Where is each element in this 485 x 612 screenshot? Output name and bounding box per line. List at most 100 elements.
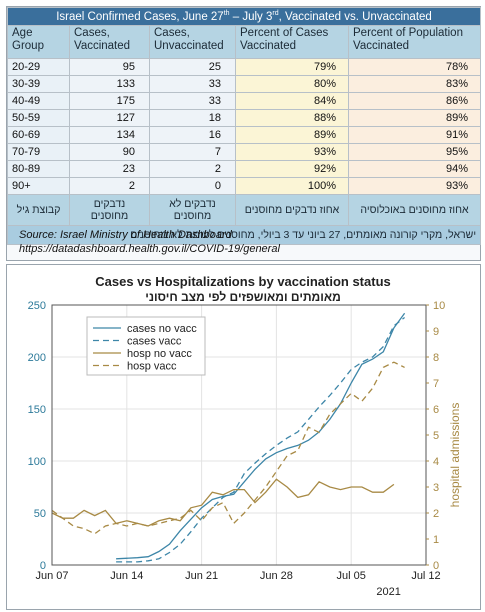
table-row: 30-39 133 33 80% 83% xyxy=(7,75,482,93)
table-cell: 89% xyxy=(235,126,349,144)
table-cell: 92% xyxy=(235,160,349,178)
x-tick-label: Jul 12 xyxy=(411,570,440,582)
column-header: Age Group xyxy=(7,25,70,59)
table-cell: 134 xyxy=(69,126,150,144)
y2-axis-label: hospital admissions xyxy=(448,403,462,508)
table-header-row: Age Group Cases, Vaccinated Cases, Unvacci… xyxy=(7,25,482,59)
table-row: 80-89 23 2 92% 94% xyxy=(7,160,482,178)
table-cell: 78% xyxy=(347,58,482,76)
series-line-hosp-no-vacc xyxy=(51,478,395,527)
legend-label: hosp vacc xyxy=(127,361,177,373)
table-cell: 18 xyxy=(149,109,236,127)
legend-label: hosp no vacc xyxy=(127,348,192,360)
x-tick-label: Jun 07 xyxy=(35,570,68,582)
table-row: 40-49 175 33 84% 86% xyxy=(7,92,482,110)
table-cell: 84% xyxy=(235,92,349,110)
source-line: Source: Israel Ministry of Health Dashbo… xyxy=(19,229,232,241)
y2-tick-label: 0 xyxy=(433,560,439,572)
table-cell: 7 xyxy=(149,143,236,161)
x-tick-label: Jun 28 xyxy=(260,570,293,582)
x-tick-label: Jul 05 xyxy=(337,570,366,582)
y2-tick-label: 9 xyxy=(433,326,439,338)
series-line-cases-vacc xyxy=(116,316,405,563)
hebrew-header-row: קבוצת גיל נדבקים מחוסנים נדבקים לא מחוסנים… xyxy=(7,194,482,226)
hebrew-note: ישראל, מקרי קורונה מאומתים, 27 ביוני עד … xyxy=(6,225,482,245)
table-cell: 25 xyxy=(149,58,236,76)
table-cell: 20-29 xyxy=(7,58,70,76)
chart-svg: Cases vs Hospitalizations by vaccination… xyxy=(28,274,462,598)
table-cell: 83% xyxy=(347,75,482,93)
y-tick-label: 50 xyxy=(34,508,46,520)
hebrew-column-header: אחוז מחוסנים באוכלוסיה xyxy=(347,194,482,226)
table-cell: 60-69 xyxy=(7,126,70,144)
column-header: Cases, Unvaccinated xyxy=(149,25,236,59)
column-header: Percent of Cases Vaccinated xyxy=(235,25,349,59)
vaccination-table: Israel Confirmed Cases, June 27th – July… xyxy=(6,7,482,245)
x-year-label: 2021 xyxy=(376,586,400,598)
series-line-hosp-vacc xyxy=(51,361,405,535)
table-cell: 2 xyxy=(69,177,150,195)
table-row: 20-29 95 25 79% 78% xyxy=(7,58,482,76)
chart-panel: Cases vs Hospitalizations by vaccination… xyxy=(6,264,481,610)
x-tick-label: Jun 14 xyxy=(110,570,143,582)
table-cell: 80% xyxy=(235,75,349,93)
table-cell: 93% xyxy=(235,143,349,161)
table-cell: 95 xyxy=(69,58,150,76)
y-tick-label: 200 xyxy=(28,352,46,364)
table-row: 50-59 127 18 88% 89% xyxy=(7,109,482,127)
column-header: Cases, Vaccinated xyxy=(69,25,150,59)
x-tick-label: Jun 21 xyxy=(185,570,218,582)
table-cell: 33 xyxy=(149,75,236,93)
column-header: Percent of Population Vaccinated xyxy=(347,25,482,59)
hebrew-column-header: נדבקים לא מחוסנים xyxy=(149,194,236,226)
table-row: 70-79 90 7 93% 95% xyxy=(7,143,482,161)
table-cell: 90 xyxy=(69,143,150,161)
y-tick-label: 150 xyxy=(28,404,46,416)
source-text: Source: Israel Ministry of Health Dashbo… xyxy=(19,228,280,256)
hebrew-column-header: נדבקים מחוסנים xyxy=(69,194,150,226)
table-cell: 133 xyxy=(69,75,150,93)
table-cell: 175 xyxy=(69,92,150,110)
y-tick-label: 250 xyxy=(28,300,46,312)
table-cell: 0 xyxy=(149,177,236,195)
table-cell: 94% xyxy=(347,160,482,178)
table-cell: 127 xyxy=(69,109,150,127)
table-cell: 80-89 xyxy=(7,160,70,178)
table-cell: 33 xyxy=(149,92,236,110)
source-url: https://datadashboard.health.gov.il/COVI… xyxy=(19,243,280,255)
table-cell: 93% xyxy=(347,177,482,195)
table-cell: 90+ xyxy=(7,177,70,195)
vaccination-table-panel: Israel Confirmed Cases, June 27th – July… xyxy=(6,6,482,261)
y2-tick-label: 1 xyxy=(433,534,439,546)
table-cell: 100% xyxy=(235,177,349,195)
y2-tick-label: 2 xyxy=(433,508,439,520)
y2-tick-label: 3 xyxy=(433,482,439,494)
axis-ticks: Jun 07 Jun 14 Jun 21 Jun 28 Jul 05 Jul 120501… xyxy=(28,300,446,582)
table-cell: 16 xyxy=(149,126,236,144)
table-cell: 2 xyxy=(149,160,236,178)
chart-title: Cases vs Hospitalizations by vaccination… xyxy=(95,274,391,289)
y2-tick-label: 10 xyxy=(433,300,445,312)
y2-tick-label: 4 xyxy=(433,456,439,468)
table-row: 90+ 2 0 100% 93% xyxy=(7,177,482,195)
table-cell: 23 xyxy=(69,160,150,178)
table-body: 20-29 95 25 79% 78% 30-39 133 33 80% 83% 40-49 175 3… xyxy=(7,58,482,195)
y2-tick-label: 5 xyxy=(433,430,439,442)
table-cell: 86% xyxy=(347,92,482,110)
table-cell: 40-49 xyxy=(7,92,70,110)
table-cell: 79% xyxy=(235,58,349,76)
table-cell: 70-79 xyxy=(7,143,70,161)
table-cell: 91% xyxy=(347,126,482,144)
y2-tick-label: 6 xyxy=(433,404,439,416)
series-line-cases-no-vacc xyxy=(116,312,406,560)
y2-tick-label: 8 xyxy=(433,352,439,364)
legend-label: cases vacc xyxy=(127,336,182,348)
chart-subtitle: מאומתים ומאושפזים לפי מצב חיסוני xyxy=(145,290,341,304)
hebrew-column-header: קבוצת גיל xyxy=(7,194,70,226)
legend-label: cases no vacc xyxy=(127,323,197,335)
y-tick-label: 0 xyxy=(40,560,46,572)
table-row: 60-69 134 16 89% 91% xyxy=(7,126,482,144)
series-group xyxy=(51,312,406,563)
